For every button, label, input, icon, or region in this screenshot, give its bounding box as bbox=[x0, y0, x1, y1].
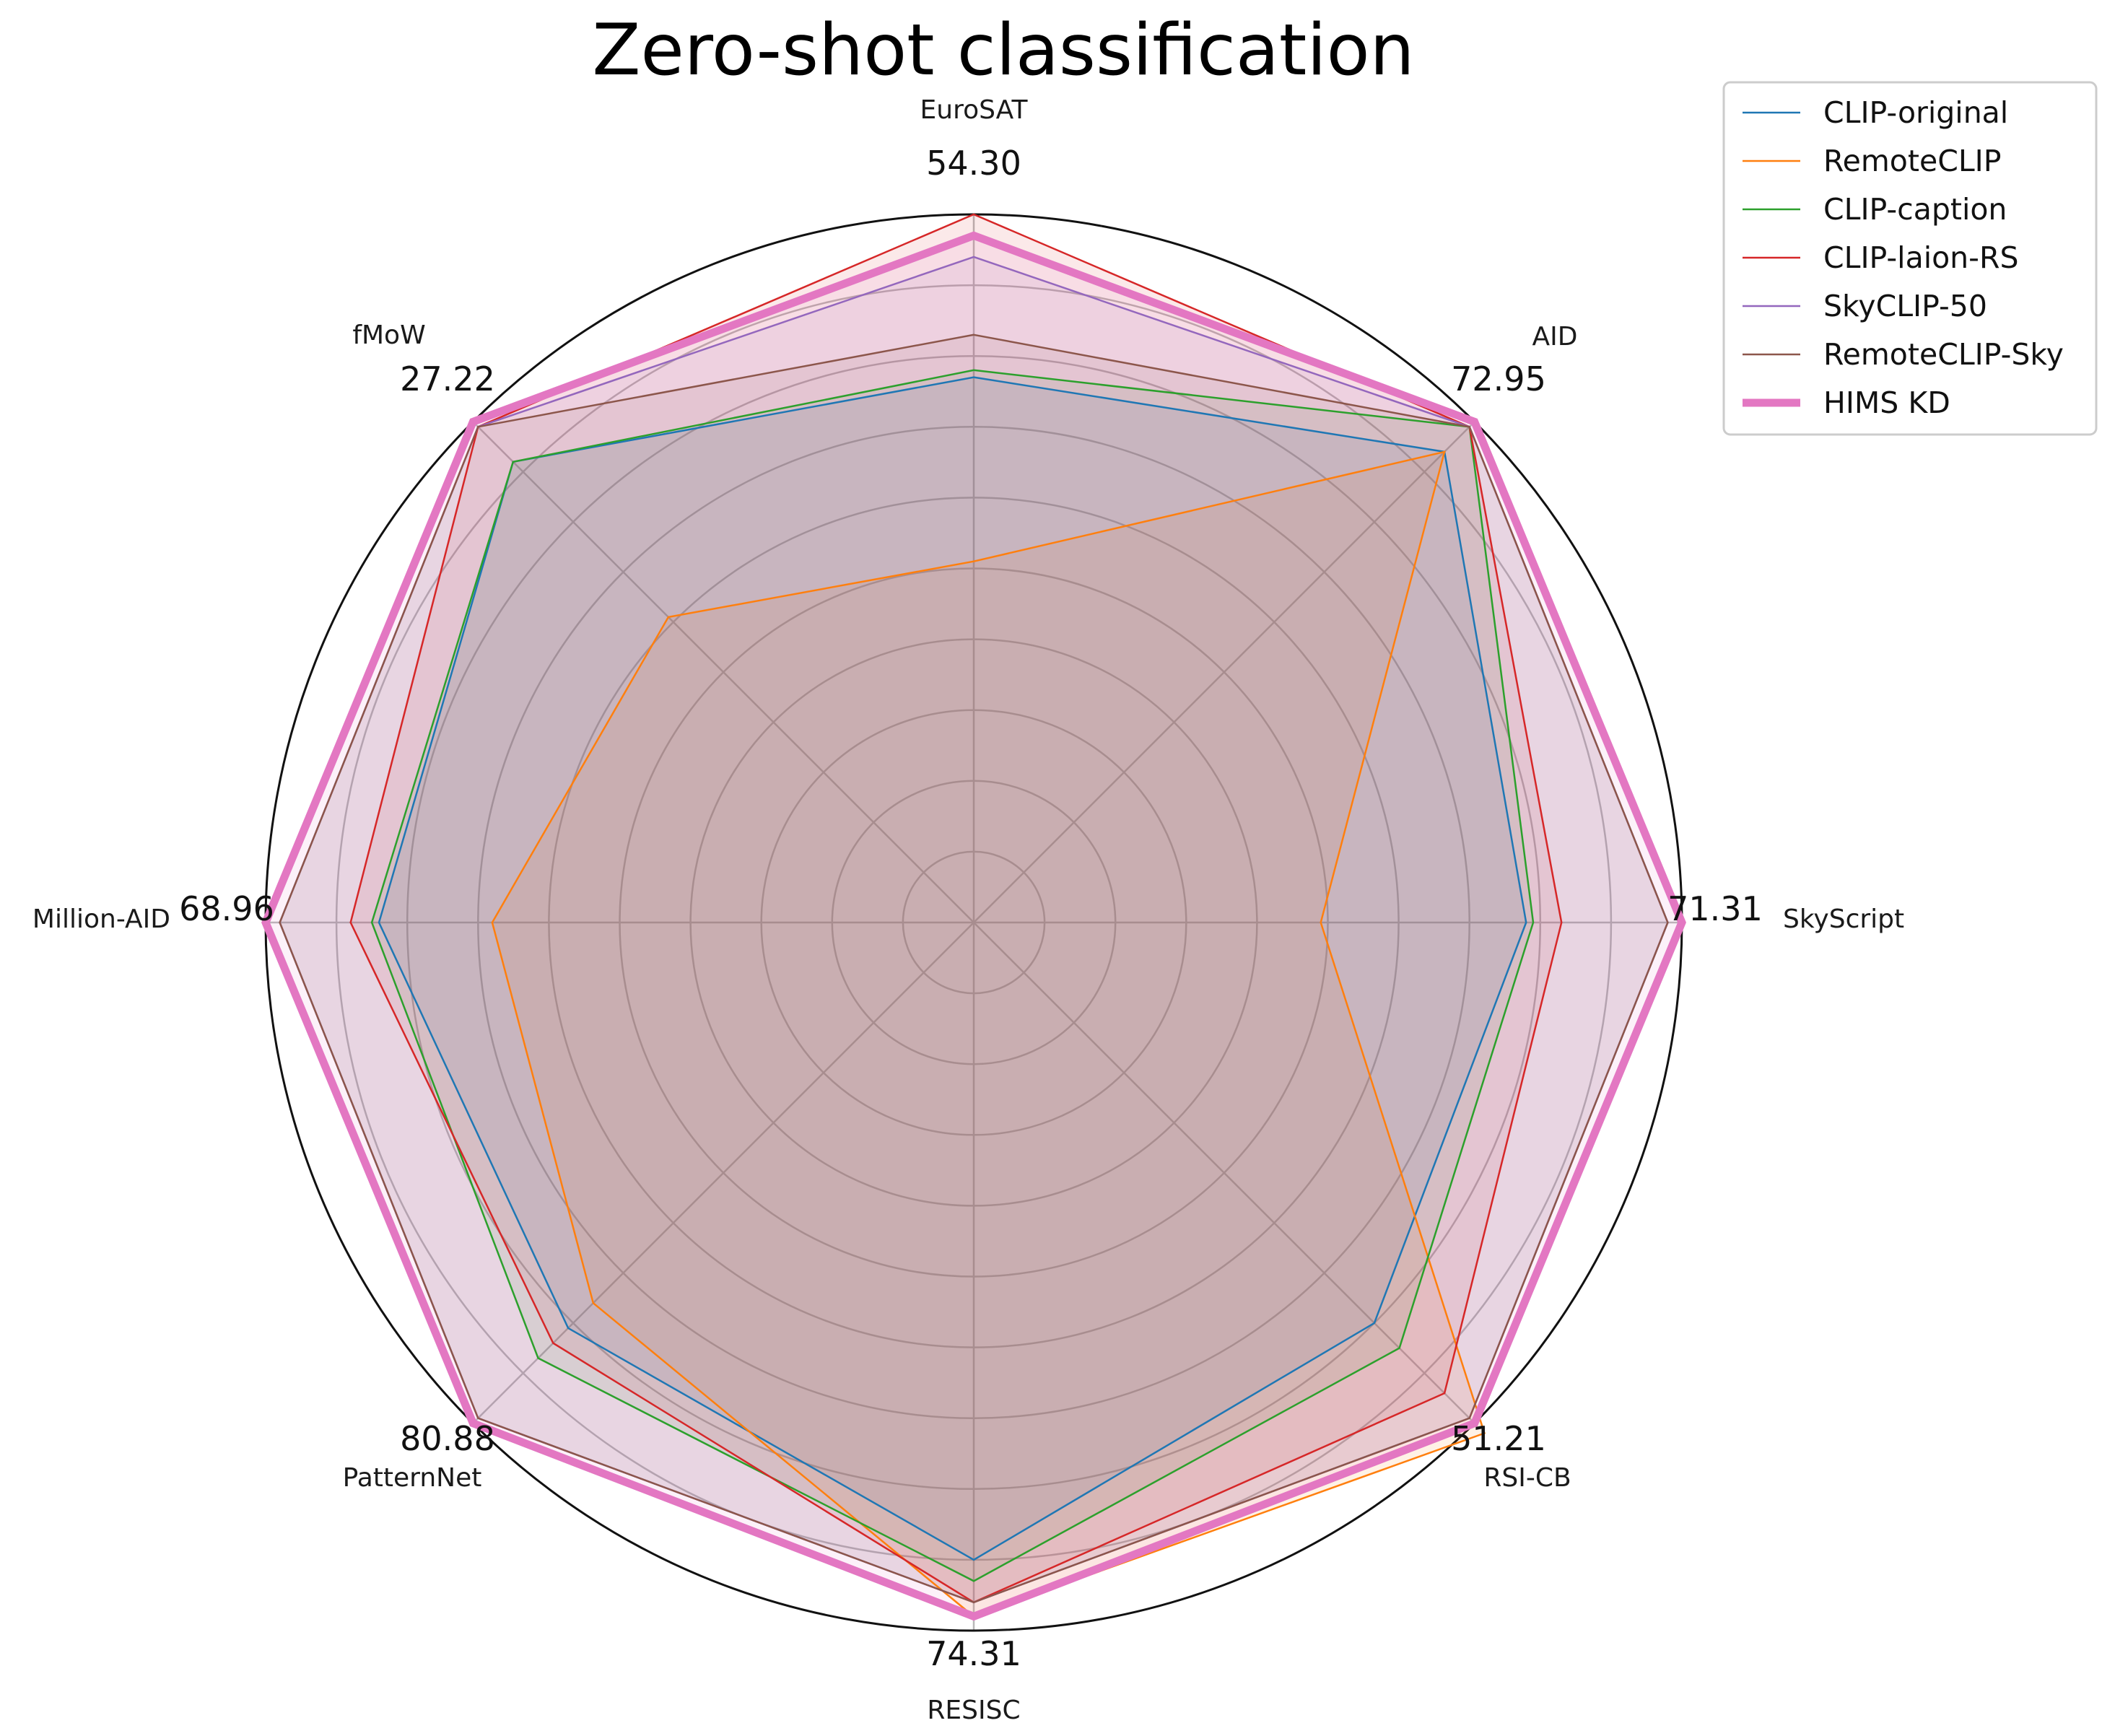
series-line bbox=[279, 333, 1669, 1604]
axis-max-value: 71.31 bbox=[1667, 889, 1763, 928]
legend-entry: CLIP-original bbox=[1823, 95, 2008, 130]
axis-max-value: 80.88 bbox=[400, 1419, 495, 1458]
legend-box bbox=[1722, 81, 2098, 436]
series-fill bbox=[350, 214, 1562, 1602]
series-fill bbox=[266, 235, 1682, 1617]
axis-label: fMoW bbox=[352, 320, 425, 350]
axis-max-value: 27.22 bbox=[400, 359, 495, 398]
axis-max-value: 74.31 bbox=[926, 1634, 1021, 1673]
spoke-line bbox=[472, 922, 974, 1424]
axis-max-value: 54.30 bbox=[926, 144, 1021, 183]
axis-max-value: 72.95 bbox=[1451, 359, 1546, 398]
series-fill bbox=[279, 334, 1668, 1602]
legend-entry: CLIP-caption bbox=[1823, 192, 2007, 227]
axis-label: RSI-CB bbox=[1483, 1463, 1571, 1493]
spoke-line bbox=[472, 421, 974, 923]
series-fill bbox=[379, 377, 1527, 1560]
chart-title: Zero-shot classification bbox=[592, 9, 1414, 92]
series-line bbox=[378, 376, 1527, 1561]
axis-label: SkyScript bbox=[1783, 904, 1904, 934]
series-line bbox=[370, 369, 1535, 1582]
axis-label: EuroSAT bbox=[920, 95, 1029, 125]
axis-label: RESISC bbox=[927, 1696, 1020, 1725]
spoke-line bbox=[973, 421, 1475, 923]
series-fill bbox=[279, 256, 1668, 1602]
legend-entry: RemoteCLIP-Sky bbox=[1823, 337, 2064, 372]
axis-label: AID bbox=[1532, 322, 1578, 352]
axis-max-value: 51.21 bbox=[1451, 1419, 1546, 1458]
axis-label: Million-AID bbox=[32, 904, 170, 934]
series-lines bbox=[261, 213, 1686, 1621]
legend-entry: SkyCLIP-50 bbox=[1823, 289, 1987, 323]
axis-label: PatternNet bbox=[343, 1463, 482, 1493]
spoke-line bbox=[973, 922, 1475, 1424]
series-fills bbox=[266, 214, 1682, 1617]
legend: CLIP-original RemoteCLIP CLIP-caption CLIP-… bbox=[1722, 81, 2098, 436]
series-line bbox=[261, 231, 1686, 1621]
series-fill bbox=[492, 451, 1485, 1617]
axis-labels: EuroSAT 54.30 AID 72.95 SkyScript 71.31 RSI-CB… bbox=[32, 95, 1904, 1725]
legend-entry: HIMS KD bbox=[1823, 385, 1950, 420]
series-fill bbox=[372, 370, 1533, 1582]
legend-entry: RemoteCLIP bbox=[1823, 144, 2001, 178]
axis-max-value: 68.96 bbox=[179, 889, 274, 928]
legend-entry: CLIP-laion-RS bbox=[1823, 240, 2018, 275]
